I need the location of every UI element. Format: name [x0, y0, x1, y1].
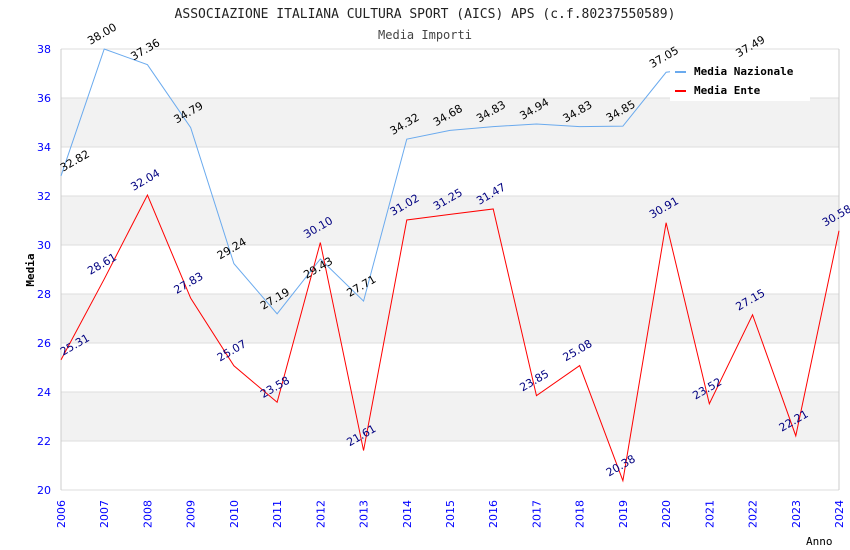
- y-tick-label: 38: [37, 43, 51, 56]
- legend-swatch-nazionale: [675, 71, 686, 73]
- data-label: 23.85: [517, 367, 551, 394]
- data-label: 28.61: [85, 251, 119, 278]
- y-tick-label: 24: [37, 386, 51, 399]
- grid-band: [61, 196, 839, 245]
- y-tick-label: 30: [37, 239, 51, 252]
- legend-label-ente: Media Ente: [694, 84, 761, 97]
- chart-subtitle: Media Importi: [378, 28, 472, 42]
- x-axis-label: Anno: [806, 535, 833, 548]
- data-label: 38.00: [85, 21, 119, 48]
- x-tick-label: 2013: [358, 500, 371, 528]
- y-tick-label: 28: [37, 288, 51, 301]
- x-tick-label: 2006: [55, 500, 68, 528]
- grid-band: [61, 392, 839, 441]
- x-tick-label: 2022: [747, 500, 760, 528]
- x-tick-label: 2017: [530, 500, 543, 528]
- y-tick-label: 20: [37, 484, 51, 497]
- x-tick-label: 2012: [314, 500, 327, 528]
- y-tick-label: 32: [37, 190, 51, 203]
- x-tick-label: 2010: [228, 500, 241, 528]
- x-tick-label: 2007: [98, 500, 111, 528]
- y-tick-label: 22: [37, 435, 51, 448]
- x-tick-label: 2019: [617, 500, 630, 528]
- x-tick-label: 2011: [271, 500, 284, 528]
- x-tick-label: 2024: [833, 500, 846, 528]
- legend-swatch-ente: [675, 90, 686, 92]
- x-tick-label: 2009: [185, 500, 198, 528]
- data-label: 37.36: [128, 36, 162, 63]
- y-axis-label: Media: [24, 253, 37, 286]
- legend: Media Nazionale Media Ente: [670, 58, 810, 101]
- x-tick-label: 2008: [141, 500, 154, 528]
- x-tick-label: 2018: [574, 500, 587, 528]
- x-tick-label: 2015: [444, 500, 457, 528]
- grid-band: [61, 98, 839, 147]
- data-label: 29.43: [301, 255, 335, 282]
- data-label: 32.04: [128, 167, 162, 194]
- x-tick-label: 2020: [660, 500, 673, 528]
- legend-label-nazionale: Media Nazionale: [694, 65, 794, 78]
- legend-box: [670, 58, 810, 101]
- y-tick-label: 36: [37, 92, 51, 105]
- grid-band: [61, 294, 839, 343]
- y-tick-label: 26: [37, 337, 51, 350]
- x-tick-label: 2016: [487, 500, 500, 528]
- series-line-nazionale: [60, 48, 753, 315]
- data-label: 37.49: [734, 33, 768, 60]
- x-tick-label: 2021: [703, 500, 716, 528]
- series-line-ente: [60, 193, 840, 483]
- data-label: 32.82: [58, 147, 92, 174]
- x-tick-label: 2023: [790, 500, 803, 528]
- chart-title: ASSOCIAZIONE ITALIANA CULTURA SPORT (AIC…: [175, 7, 676, 22]
- x-tick-label: 2014: [401, 500, 414, 528]
- y-tick-label: 34: [37, 141, 51, 154]
